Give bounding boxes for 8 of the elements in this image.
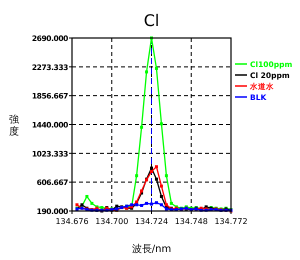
x-axis-title: 波長/nm xyxy=(132,243,172,255)
x-tick-label: 134.676 xyxy=(55,217,89,226)
x-tick-label: 134.748 xyxy=(174,217,208,226)
x-tick-label: 134.724 xyxy=(134,217,168,226)
y-axis-title: 強度 xyxy=(9,114,19,138)
x-tick-label: 134.700 xyxy=(95,217,128,226)
x-tick-label: 134.772 xyxy=(214,217,248,226)
chart-title: Cl xyxy=(144,11,160,30)
